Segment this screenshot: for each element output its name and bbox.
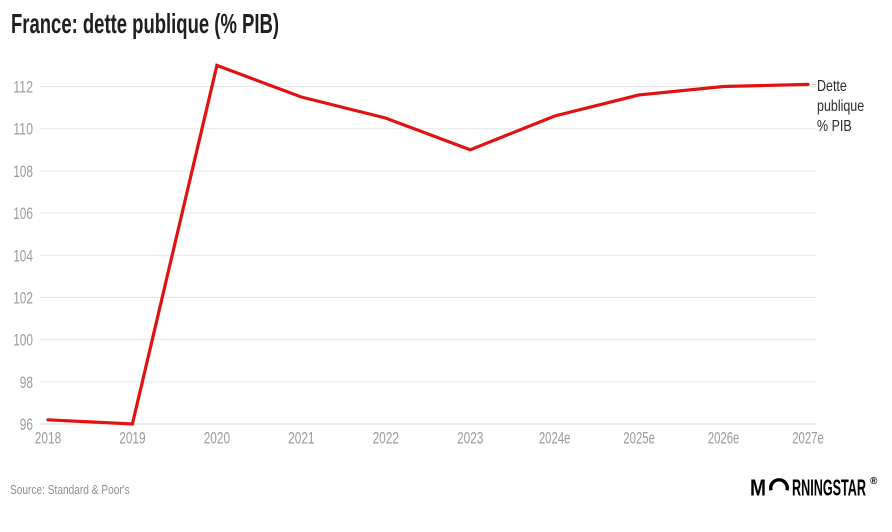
debt-line	[46, 63, 810, 426]
logo-letters-rningstar: RNINGSTAR	[792, 474, 866, 500]
x-axis-labels: 2018 2019 2020 2021 2022 2023 2024e 2025e 2026e 2…	[35, 430, 824, 448]
y-tick-label: 100	[13, 332, 33, 350]
y-tick-label: 112	[13, 79, 33, 97]
x-tick-label: 2019	[119, 430, 145, 448]
x-tick-label: 2020	[204, 430, 230, 448]
gridlines	[40, 86, 816, 425]
series-label-line-3: % PIB	[817, 118, 852, 135]
series-label-line-1: Dette	[817, 78, 847, 95]
series-label-line-2: publique	[817, 98, 865, 115]
x-tick-label: 2021	[288, 430, 314, 448]
logo-letter-m: M	[750, 474, 766, 500]
y-tick-label: 104	[13, 247, 33, 265]
source-note: Source: Standard & Poor's	[10, 482, 130, 497]
x-tick-label: 2023	[457, 430, 483, 448]
logo-o-arc-icon	[769, 478, 789, 491]
y-tick-label: 108	[13, 163, 33, 181]
logo-registered-mark: ®	[870, 476, 878, 487]
y-axis-labels: 96 98 100 102 104 106 108 110 112	[13, 79, 33, 435]
x-tick-label: 2022	[373, 430, 399, 448]
x-tick-label: 2018	[35, 430, 61, 448]
x-tick-label: 2024e	[539, 430, 571, 448]
x-tick-label: 2025e	[623, 430, 655, 448]
y-tick-label: 102	[13, 289, 33, 307]
y-tick-label: 98	[20, 374, 33, 392]
series-label: Dette publique % PIB	[817, 77, 887, 137]
x-tick-label: 2026e	[708, 430, 740, 448]
y-tick-label: 96	[20, 416, 33, 434]
x-tick-label: 2027e	[792, 430, 824, 448]
morningstar-logo: M RNINGSTAR ®	[750, 474, 878, 500]
chart-title: France: dette publique (% PIB)	[11, 8, 279, 39]
y-tick-label: 106	[13, 205, 33, 223]
y-tick-label: 110	[13, 121, 33, 139]
